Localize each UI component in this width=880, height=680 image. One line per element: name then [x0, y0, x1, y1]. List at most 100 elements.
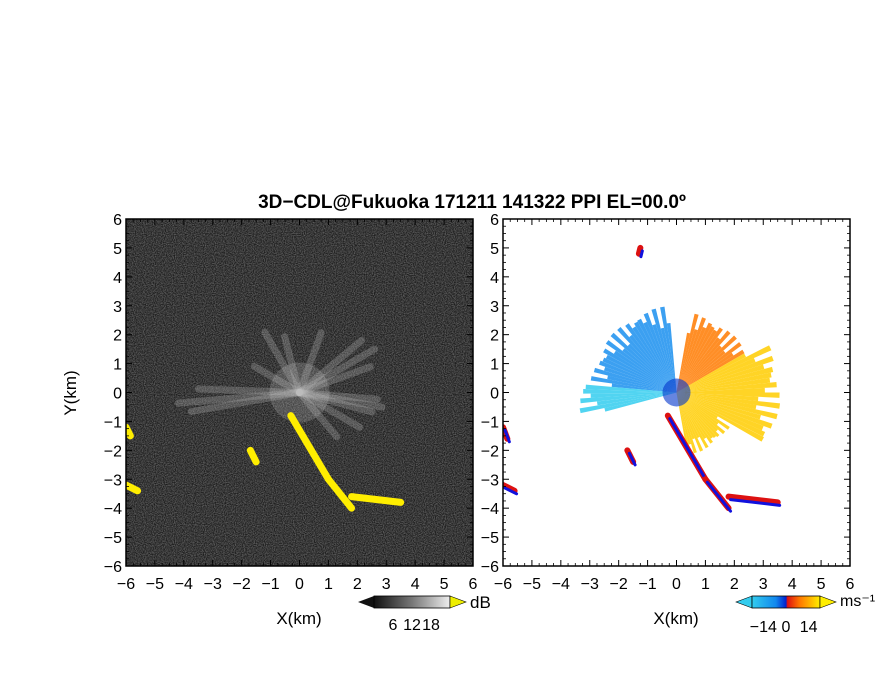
x-tick-label: −6	[117, 576, 135, 593]
y-tick-label: −2	[104, 443, 122, 460]
x-tick-label: −2	[233, 576, 251, 593]
velocity-edge-negative	[503, 486, 519, 496]
velocity-wedge	[676, 326, 707, 393]
right-colorbar-ramp	[751, 595, 821, 609]
right-velocity-edges	[503, 244, 782, 513]
velocity-wedge	[676, 350, 726, 393]
intensity-ray	[296, 363, 374, 396]
velocity-wedge	[676, 392, 714, 439]
velocity-wedge	[676, 329, 698, 393]
velocity-wedge	[676, 392, 764, 442]
radar-center-glow	[269, 362, 330, 423]
x-tick-label: 2	[730, 576, 739, 593]
intensity-ray	[296, 389, 341, 441]
x-tick-label: −3	[204, 576, 222, 593]
figure-title: 3D−CDL@Fukuoka 171211 141322 PPI EL=00.0…	[258, 192, 686, 213]
velocity-wedge	[676, 377, 771, 393]
left-colorbar-ramp	[373, 595, 451, 609]
colorbar-tick-label: 0	[782, 619, 791, 636]
x-tick-label: 4	[788, 576, 797, 593]
velocity-wedge	[593, 367, 677, 393]
velocity-wedge	[676, 392, 761, 420]
velocity-wedge	[676, 392, 713, 444]
velocity-wedge	[583, 389, 677, 394]
x-tick-label: −3	[581, 576, 599, 593]
y-tick-label: 2	[490, 328, 499, 345]
x-tick-label: 3	[759, 576, 768, 593]
x-tick-label: 0	[295, 576, 304, 593]
velocity-wedge	[590, 392, 677, 398]
intensity-ray	[250, 362, 303, 396]
x-tick-label: 0	[672, 576, 681, 593]
x-tick-label: 4	[411, 576, 420, 593]
intensity-ray	[261, 328, 303, 396]
y-tick-label: −2	[481, 443, 499, 460]
y-tick-label: 3	[113, 299, 122, 316]
velocity-wedge	[590, 376, 677, 393]
x-tick-label: 1	[701, 576, 710, 593]
highlight-echo	[287, 412, 332, 483]
velocity-wedge	[676, 335, 737, 393]
x-tick-label: 1	[324, 576, 333, 593]
velocity-wedge	[676, 322, 713, 393]
velocity-wedge	[643, 321, 677, 393]
velocity-wedge	[676, 392, 709, 449]
velocity-wedge	[676, 327, 723, 393]
velocity-wedge	[660, 306, 677, 393]
velocity-wedge	[676, 366, 774, 393]
x-tick-label: 5	[817, 576, 826, 593]
x-tick-label: −4	[175, 576, 193, 593]
velocity-wedge	[610, 332, 677, 393]
velocity-wedge	[603, 366, 677, 393]
highlight-echo	[246, 446, 260, 466]
y-tick-label: −5	[104, 530, 122, 547]
velocity-wedge	[603, 348, 677, 393]
velocity-wedge	[676, 392, 726, 435]
velocity-wedge	[676, 358, 756, 393]
velocity-wedge	[676, 352, 734, 393]
velocity-wedge	[676, 392, 691, 454]
velocity-wedge	[676, 326, 715, 393]
x-tick-label: 5	[440, 576, 449, 593]
intensity-ray	[296, 389, 386, 411]
velocity-wedge	[676, 337, 721, 393]
velocity-wedge	[605, 354, 677, 393]
left-axes: −6 −5 −4 −3 −2 −1 0 1 2 3 4 5 6 6 5 4 3 2 1 0 −1 −2 −3 −4 −5 −6	[104, 212, 478, 593]
y-tick-label: 0	[490, 386, 499, 403]
left-panel: −6 −5 −4 −3 −2 −1 0 1 2 3 4 5 6 6 5 4 3 2 1 0 −1 −2 −3 −4 −5 −6 Y…	[61, 212, 478, 628]
velocity-wedge	[676, 392, 717, 438]
velocity-edge-positive	[635, 244, 644, 257]
velocity-edge-negative	[639, 249, 644, 259]
velocity-edge-positive	[503, 482, 518, 494]
x-tick-label: −5	[523, 576, 541, 593]
velocity-wedge	[607, 375, 677, 393]
y-tick-label: −4	[104, 501, 122, 518]
colorbar-tick-label: 6	[389, 617, 398, 634]
velocity-wedge	[676, 392, 764, 431]
y-tick-label: 1	[113, 357, 122, 374]
colorbar-tick-label: 12	[403, 617, 421, 634]
intensity-ray	[194, 385, 303, 396]
left-colorbar-unit: dB	[470, 593, 491, 612]
velocity-wedge	[676, 392, 704, 452]
colorbar-tick-label: −14	[750, 619, 777, 636]
velocity-wedge	[676, 392, 773, 429]
left-xlabel: X(km)	[276, 609, 321, 628]
colorbar-tick-label: 14	[800, 619, 818, 636]
velocity-wedge	[676, 364, 765, 393]
y-tick-label: 5	[490, 241, 499, 258]
velocity-edge-negative	[729, 498, 782, 507]
y-tick-label: −6	[481, 559, 499, 576]
velocity-wedge	[676, 392, 766, 437]
right-xlabel: X(km)	[653, 609, 698, 628]
velocity-wedge	[676, 329, 717, 393]
velocity-edge-negative	[668, 417, 709, 484]
intensity-ray	[296, 389, 376, 416]
velocity-wedge	[676, 392, 757, 410]
velocity-wedge	[676, 392, 730, 430]
x-tick-label: −1	[638, 576, 656, 593]
right-colorbar-unit: ms⁻¹	[840, 593, 875, 610]
velocity-wedge	[613, 350, 677, 393]
highlight-echo	[324, 475, 356, 512]
velocity-wedge	[598, 360, 677, 393]
